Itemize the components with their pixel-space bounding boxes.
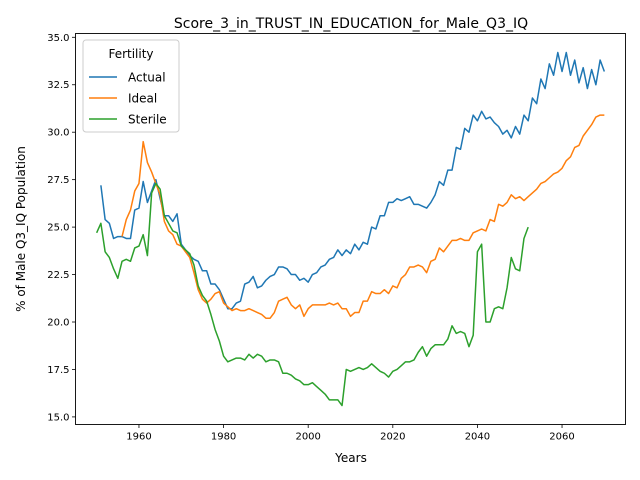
y-tick-label: 17.5	[47, 365, 69, 376]
y-tick-label: 15.0	[47, 412, 69, 423]
legend-label-actual: Actual	[128, 71, 166, 85]
y-tick-label: 32.5	[47, 80, 69, 91]
y-axis-ticks: 15.0 17.5 20.0 22.5 25.0 27.5 30.0 32.5 35.0	[47, 33, 76, 423]
x-tick-label: 2040	[465, 432, 490, 443]
x-tick-label: 2060	[549, 432, 574, 443]
y-tick-label: 27.5	[47, 175, 69, 186]
chart-title: Score_3_in_TRUST_IN_EDUCATION_for_Male_Q…	[174, 16, 528, 32]
series-line-ideal	[121, 114, 605, 319]
series-line-sterile	[95, 182, 529, 407]
y-tick-label: 25.0	[47, 223, 69, 234]
x-tick-label: 2000	[295, 432, 320, 443]
legend: Fertility Actual Ideal Sterile	[82, 39, 180, 133]
y-tick-label: 22.5	[47, 270, 69, 281]
x-axis-ticks: 1960 1980 2000 2020 2040 2060	[126, 424, 575, 443]
series-lines	[95, 51, 606, 407]
x-tick-label: 2020	[380, 432, 405, 443]
x-tick-label: 1980	[211, 432, 236, 443]
plot-frame	[75, 33, 626, 425]
y-tick-label: 30.0	[47, 128, 69, 139]
x-axis-label: Years	[334, 451, 367, 465]
x-tick-label: 1960	[126, 432, 151, 443]
legend-box	[82, 39, 180, 133]
y-tick-label: 35.0	[47, 33, 69, 44]
legend-label-ideal: Ideal	[128, 92, 157, 106]
y-axis-label: % of Male Q3_IQ Population	[14, 146, 28, 312]
legend-title: Fertility	[108, 47, 153, 61]
legend-label-sterile: Sterile	[128, 113, 167, 127]
y-tick-label: 20.0	[47, 318, 69, 329]
